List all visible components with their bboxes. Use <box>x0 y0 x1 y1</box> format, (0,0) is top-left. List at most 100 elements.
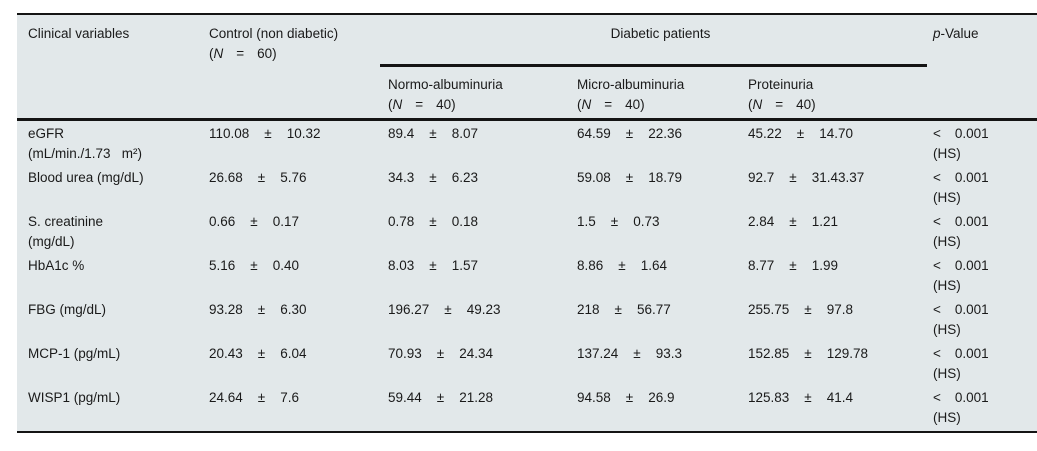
p-value-cell: < 0.001 (HS) <box>933 300 1037 341</box>
control-group-n: (N = 60) <box>209 44 338 64</box>
plus-minus-sign: ± <box>625 390 634 405</box>
group-header-diabetic-patients: Diabetic patients <box>610 26 711 41</box>
variable-name: S. creatinine <box>28 214 104 229</box>
subcolumn-header-normo-albuminuria: Normo-albuminuria (N = 40) <box>388 75 503 115</box>
plus-minus-sign: ± <box>429 126 437 141</box>
less-than-sign: < <box>933 170 941 185</box>
plus-minus-sign: ± <box>614 302 622 317</box>
n-equals: = <box>604 97 613 112</box>
variable-cell: eGFR (mL/min./1.73 m²) <box>28 124 209 165</box>
table-row: S. creatinine (mg/dL) 0.66 ± 0.17 0.78 ±… <box>17 209 1037 253</box>
n-open-label: (N <box>748 97 763 112</box>
sd-value: 56.77 <box>636 302 671 317</box>
sd-value: 14.70 <box>819 126 854 141</box>
p-value-line: < 0.001 <box>933 300 1037 320</box>
plus-minus-sign: ± <box>804 302 812 317</box>
mean-value: 70.93 <box>388 346 422 361</box>
significance-note: (HS) <box>933 234 961 249</box>
mean-value: 34.3 <box>388 170 415 185</box>
mean-value: 5.16 <box>209 258 236 273</box>
column-header-clinical-variables: Clinical variables <box>28 26 130 41</box>
normo-albuminuria-value-cell: 89.4 ± 8.07 <box>388 124 577 165</box>
p-value-line: < 0.001 <box>933 168 1037 188</box>
mean-value: 218 <box>577 302 600 317</box>
sd-value: 31.43.37 <box>811 170 865 185</box>
p-value-line: < 0.001 <box>933 256 1037 276</box>
sd-value: 97.8 <box>826 302 853 317</box>
mean-value: 125.83 <box>748 390 790 405</box>
mean-value: 8.86 <box>577 258 604 273</box>
mean-value: 59.44 <box>388 390 422 405</box>
clinical-variables-table: Clinical variables Control (non diabetic… <box>17 13 1037 433</box>
table-row: eGFR (mL/min./1.73 m²) 110.08 ± 10.32 89… <box>17 121 1037 165</box>
mean-value: 196.27 <box>388 302 430 317</box>
mean-value: 24.64 <box>209 390 243 405</box>
p-value-cell: < 0.001 (HS) <box>933 212 1037 253</box>
significance-note: (HS) <box>933 190 961 205</box>
normo-albuminuria-value-cell: 34.3 ± 6.23 <box>388 168 577 209</box>
n-count: 60) <box>257 46 277 61</box>
plus-minus-sign: ± <box>625 170 634 185</box>
plus-minus-sign: ± <box>633 346 641 361</box>
table-row: Blood urea (mg/dL) 26.68 ± 5.76 34.3 ± 6… <box>17 165 1037 209</box>
proteinuria-value-cell: 8.77 ± 1.99 <box>748 256 933 297</box>
sd-value: 8.07 <box>451 126 478 141</box>
sd-value: 1.99 <box>811 258 838 273</box>
plus-minus-sign: ± <box>257 302 266 317</box>
subcolumn-header-proteinuria: Proteinuria (N = 40) <box>748 75 816 115</box>
variable-name: Blood urea (mg/dL) <box>28 170 144 185</box>
normo-albuminuria-value-cell: 8.03 ± 1.57 <box>388 256 577 297</box>
n-equals: = <box>775 97 784 112</box>
variable-name: FBG (mg/dL) <box>28 302 107 317</box>
proteinuria-value-cell: 2.84 ± 1.21 <box>748 212 933 253</box>
mean-value: 8.03 <box>388 258 415 273</box>
table-row: MCP-1 (pg/mL) 20.43 ± 6.04 70.93 ± 24.34… <box>17 341 1037 385</box>
less-than-sign: < <box>933 258 941 273</box>
sd-value: 1.21 <box>811 214 838 229</box>
subgroup-n: (N = 40) <box>748 95 816 115</box>
variable-name: MCP-1 (pg/mL) <box>28 346 121 361</box>
p-value-cell: < 0.001 (HS) <box>933 124 1037 165</box>
variable-unit: (mg/dL) <box>28 234 75 249</box>
variable-cell: Blood urea (mg/dL) <box>28 168 209 209</box>
plus-minus-sign: ± <box>436 390 445 405</box>
normo-albuminuria-value-cell: 196.27 ± 49.23 <box>388 300 577 341</box>
plus-minus-sign: ± <box>796 126 805 141</box>
p-value-line: < 0.001 <box>933 212 1037 232</box>
p-symbol: p <box>933 26 941 41</box>
micro-albuminuria-value-cell: 1.5 ± 0.73 <box>577 212 748 253</box>
mean-value: 110.08 <box>209 126 250 141</box>
plus-minus-sign: ± <box>429 170 437 185</box>
sd-value: 93.3 <box>655 346 682 361</box>
variable-name: HbA1c % <box>28 258 85 273</box>
plus-minus-sign: ± <box>804 390 812 405</box>
sd-value: 6.23 <box>451 170 478 185</box>
proteinuria-value-cell: 45.22 ± 14.70 <box>748 124 933 165</box>
plus-minus-sign: ± <box>444 302 452 317</box>
plus-minus-sign: ± <box>789 258 797 273</box>
variable-cell: WISP1 (pg/mL) <box>28 388 209 429</box>
mean-value: 255.75 <box>748 302 790 317</box>
sd-value: 24.34 <box>459 346 494 361</box>
micro-albuminuria-value-cell: 137.24 ± 93.3 <box>577 344 748 385</box>
proteinuria-value-cell: 152.85 ± 129.78 <box>748 344 933 385</box>
significance-note: (HS) <box>933 322 961 337</box>
control-value-cell: 26.68 ± 5.76 <box>209 168 388 209</box>
control-value-cell: 93.28 ± 6.30 <box>209 300 388 341</box>
sd-value: 26.9 <box>648 390 675 405</box>
control-value-cell: 20.43 ± 6.04 <box>209 344 388 385</box>
significance-note: (HS) <box>933 278 961 293</box>
n-equals: = <box>415 97 424 112</box>
mean-value: 93.28 <box>209 302 243 317</box>
mean-value: 45.22 <box>748 126 782 141</box>
variable-cell: S. creatinine (mg/dL) <box>28 212 209 253</box>
table-row: HbA1c % 5.16 ± 0.40 8.03 ± 1.57 8.86 ± 1… <box>17 253 1037 297</box>
normo-albuminuria-value-cell: 59.44 ± 21.28 <box>388 388 577 429</box>
plus-minus-sign: ± <box>625 126 634 141</box>
micro-albuminuria-value-cell: 218 ± 56.77 <box>577 300 748 341</box>
variable-cell: FBG (mg/dL) <box>28 300 209 341</box>
micro-albuminuria-value-cell: 59.08 ± 18.79 <box>577 168 748 209</box>
p-value-cell: < 0.001 (HS) <box>933 168 1037 209</box>
normo-albuminuria-value-cell: 0.78 ± 0.18 <box>388 212 577 253</box>
plus-minus-sign: ± <box>618 258 626 273</box>
